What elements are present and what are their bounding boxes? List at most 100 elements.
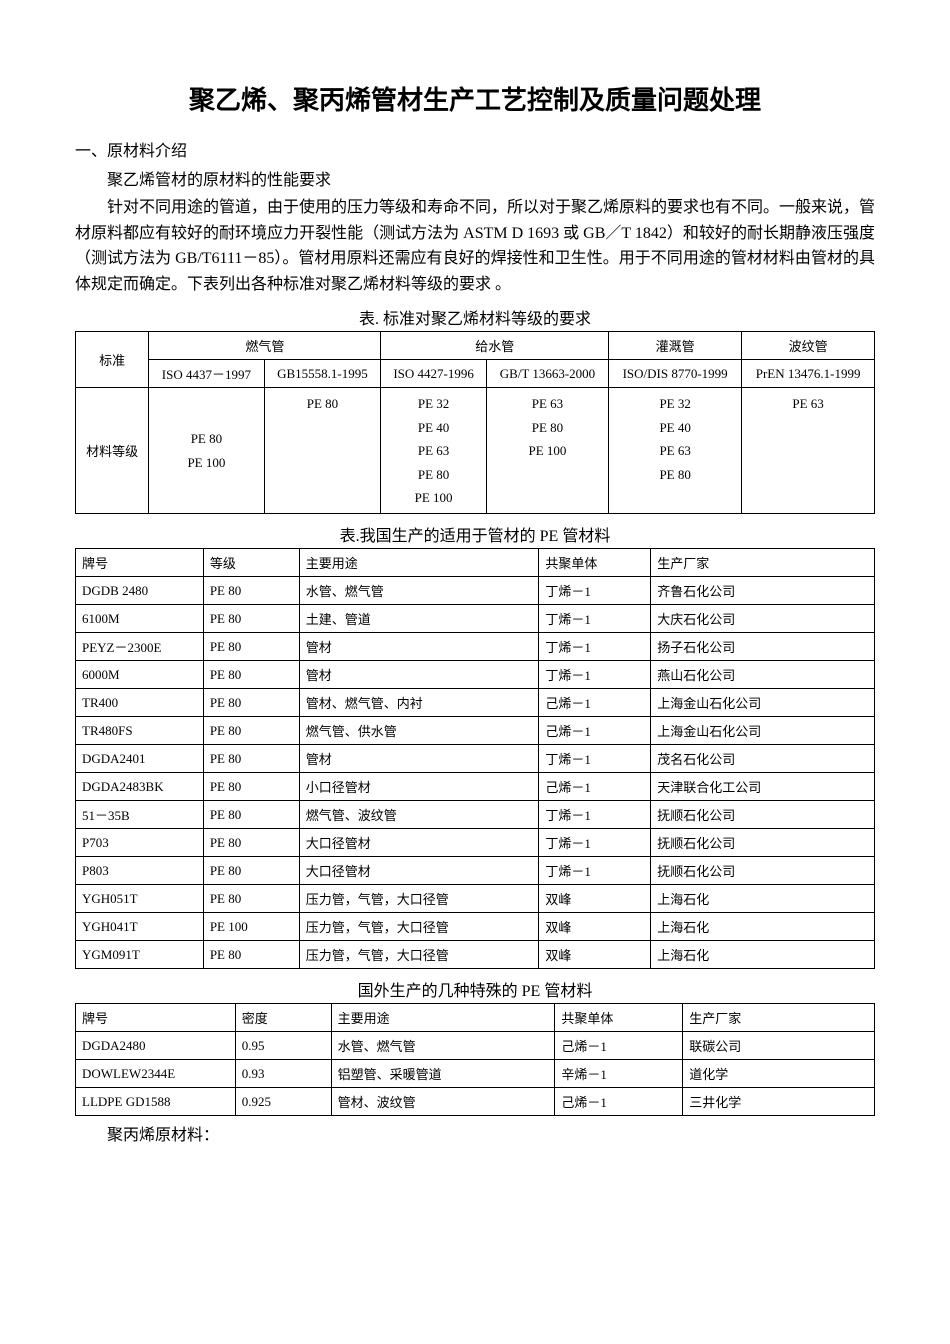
table-header: 牌号 [76, 1004, 236, 1032]
table-header: 主要用途 [331, 1004, 555, 1032]
table1-standards: 标准 燃气管 给水管 灌溉管 波纹管 ISO 4437－1997 GB15558… [75, 331, 875, 514]
table-row: P703PE 80大口径管材丁烯－1抚顺石化公司 [76, 829, 875, 857]
table-cell: 小口径管材 [299, 773, 539, 801]
table-cell: 压力管，气管，大口径管 [299, 913, 539, 941]
table-row: 6100MPE 80土建、管道丁烯－1大庆石化公司 [76, 605, 875, 633]
table-cell: PE 80 [203, 605, 299, 633]
table-cell: 灌溉管 [609, 332, 742, 360]
table-cell: 己烯－1 [539, 689, 651, 717]
table-cell: 双峰 [539, 885, 651, 913]
table-row: DGDA24800.95水管、燃气管己烯－1联碳公司 [76, 1032, 875, 1060]
table3-caption: 国外生产的几种特殊的 PE 管材料 [75, 977, 875, 1001]
table-cell: 上海金山石化公司 [651, 689, 875, 717]
table-header: 牌号 [76, 549, 204, 577]
table-cell: 压力管，气管，大口径管 [299, 885, 539, 913]
table-cell: 燃气管 [149, 332, 381, 360]
table-row: 6000MPE 80管材丁烯－1燕山石化公司 [76, 661, 875, 689]
table-cell: 联碳公司 [683, 1032, 875, 1060]
table-cell: 己烯－1 [539, 773, 651, 801]
table-cell: PE 80PE 100 [149, 388, 264, 514]
table-row: 标准 燃气管 给水管 灌溉管 波纹管 [76, 332, 875, 360]
table-cell: DOWLEW2344E [76, 1060, 236, 1088]
table-header: 生产厂家 [651, 549, 875, 577]
table-cell: 辛烯－1 [555, 1060, 683, 1088]
table-cell: PE 63 [742, 388, 875, 514]
table-cell: DGDA2483BK [76, 773, 204, 801]
table-cell: YGM091T [76, 941, 204, 969]
table-cell: 管材 [299, 661, 539, 689]
table2-domestic-pe: 牌号 等级 主要用途 共聚单体 生产厂家 DGDB 2480PE 80水管、燃气… [75, 548, 875, 969]
table-cell: 水管、燃气管 [299, 577, 539, 605]
table-cell: 水管、燃气管 [331, 1032, 555, 1060]
table-cell: 土建、管道 [299, 605, 539, 633]
footer-text: 聚丙烯原材料： [75, 1121, 875, 1145]
table-cell: PE 80 [203, 577, 299, 605]
table-cell: 三井化学 [683, 1088, 875, 1116]
table-cell: 抚顺石化公司 [651, 857, 875, 885]
table-cell: 丁烯－1 [539, 857, 651, 885]
table-header: 共聚单体 [539, 549, 651, 577]
table-cell: PEYZ－2300E [76, 633, 204, 661]
table-cell: 丁烯－1 [539, 745, 651, 773]
table-cell: 双峰 [539, 941, 651, 969]
table-cell: DGDA2401 [76, 745, 204, 773]
table-cell: 上海石化 [651, 941, 875, 969]
sub-heading: 聚乙烯管材的原材料的性能要求 [75, 166, 875, 190]
table-row: DGDA2401PE 80管材丁烯－1茂名石化公司 [76, 745, 875, 773]
page-title: 聚乙烯、聚丙烯管材生产工艺控制及质量问题处理 [75, 80, 875, 117]
table-header-row: 牌号 等级 主要用途 共聚单体 生产厂家 [76, 549, 875, 577]
table-cell: 己烯－1 [555, 1032, 683, 1060]
table-row: 材料等级 PE 80PE 100 PE 80 PE 32PE 40PE 63PE… [76, 388, 875, 514]
table-row: YGH051TPE 80压力管，气管，大口径管双峰上海石化 [76, 885, 875, 913]
table-cell: TR480FS [76, 717, 204, 745]
table-cell: 压力管，气管，大口径管 [299, 941, 539, 969]
table-cell: 0.93 [235, 1060, 331, 1088]
table-cell: PE 80 [203, 773, 299, 801]
table-cell: 管材 [299, 633, 539, 661]
table-cell: LLDPE GD1588 [76, 1088, 236, 1116]
table-cell: PE 32PE 40PE 63PE 80 [609, 388, 742, 514]
table-cell: PE 80 [203, 689, 299, 717]
table-cell: PE 32PE 40PE 63PE 80PE 100 [381, 388, 486, 514]
table-row: YGM091TPE 80压力管，气管，大口径管双峰上海石化 [76, 941, 875, 969]
table-row: TR400PE 80管材、燃气管、内衬己烯－1上海金山石化公司 [76, 689, 875, 717]
table-cell: 给水管 [381, 332, 609, 360]
table-cell: 己烯－1 [555, 1088, 683, 1116]
table-cell: 上海石化 [651, 885, 875, 913]
table-cell: TR400 [76, 689, 204, 717]
table-cell: 丁烯－1 [539, 577, 651, 605]
table-row: YGH041TPE 100压力管，气管，大口径管双峰上海石化 [76, 913, 875, 941]
table-cell: 扬子石化公司 [651, 633, 875, 661]
table-cell: 丁烯－1 [539, 661, 651, 689]
table-row: DGDB 2480PE 80水管、燃气管丁烯－1齐鲁石化公司 [76, 577, 875, 605]
table-cell: 波纹管 [742, 332, 875, 360]
table-cell: ISO/DIS 8770-1999 [609, 360, 742, 388]
table-cell: 标准 [76, 332, 149, 388]
table-cell: 大口径管材 [299, 829, 539, 857]
table-cell: 天津联合化工公司 [651, 773, 875, 801]
table-cell: DGDB 2480 [76, 577, 204, 605]
table-cell: 铝塑管、采暖管道 [331, 1060, 555, 1088]
table-cell: 管材 [299, 745, 539, 773]
table-cell: 大庆石化公司 [651, 605, 875, 633]
table-cell: 己烯－1 [539, 717, 651, 745]
table-row: DOWLEW2344E0.93铝塑管、采暖管道辛烯－1道化学 [76, 1060, 875, 1088]
table-cell: 0.925 [235, 1088, 331, 1116]
table-cell: PE 80 [203, 941, 299, 969]
table-cell: GB15558.1-1995 [264, 360, 381, 388]
table-cell: PE 80 [264, 388, 381, 514]
table-header: 密度 [235, 1004, 331, 1032]
table-cell: PE 80 [203, 661, 299, 689]
table-cell: PE 80 [203, 857, 299, 885]
table-cell: 上海石化 [651, 913, 875, 941]
table-cell: PE 80 [203, 885, 299, 913]
table-cell: ISO 4437－1997 [149, 360, 264, 388]
table-cell: 齐鲁石化公司 [651, 577, 875, 605]
table-cell: YGH041T [76, 913, 204, 941]
table-row: DGDA2483BKPE 80小口径管材己烯－1天津联合化工公司 [76, 773, 875, 801]
table-cell: 燃气管、波纹管 [299, 801, 539, 829]
table-cell: PrEN 13476.1-1999 [742, 360, 875, 388]
table-cell: YGH051T [76, 885, 204, 913]
table-header: 共聚单体 [555, 1004, 683, 1032]
table-cell: 上海金山石化公司 [651, 717, 875, 745]
